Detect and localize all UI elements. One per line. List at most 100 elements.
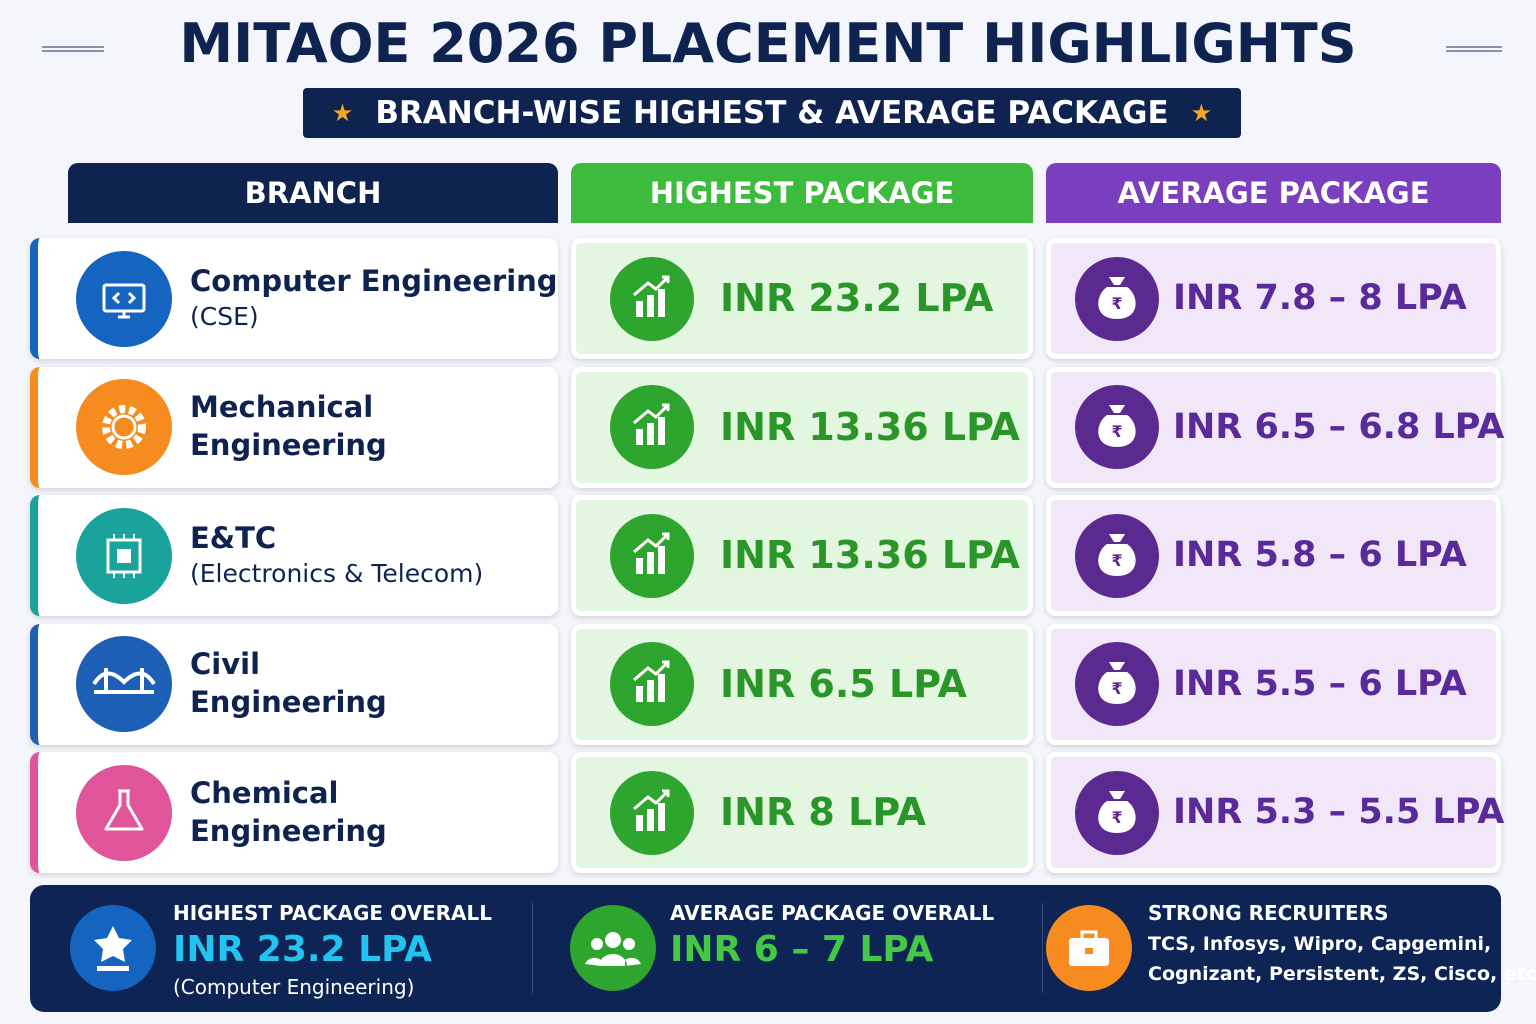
footer-value: INR 23.2 LPA [173,929,433,970]
footer-note: (Computer Engineering) [173,975,415,999]
footer-label: STRONG RECRUITERS [1148,901,1389,925]
icon [610,385,694,469]
icon [76,636,172,732]
title: MITAOE 2026 PLACEMENT HIGHLIGHTS [179,12,1357,75]
highest-cell: INR 23.2 LPA [571,238,1033,359]
decor-line [42,46,104,52]
branch-icon [76,764,172,861]
branch-cell: E&TC (Electronics & Telecom) [30,495,558,616]
footer-value: INR 6 – 7 LPA [670,929,934,970]
highest-value: INR 23.2 LPA [720,276,994,320]
svg-text:₹: ₹ [1111,422,1122,441]
highest-value: INR 13.36 LPA [720,533,1020,577]
footer-label: AVERAGE PACKAGE OVERALL [670,901,995,925]
column-header: AVERAGE PACKAGE [1046,163,1501,223]
average-value: INR 6.5 – 6.8 LPA [1173,406,1505,447]
icon [610,642,694,726]
icon [610,513,694,598]
chart-icon [610,770,694,855]
icon: ₹ [1075,642,1159,726]
bag-icon: ₹ [1075,770,1159,855]
icon: ₹ [1075,256,1159,341]
branch-cell: Mechanical Engineering [30,366,558,488]
icon [570,905,656,991]
footer-icon [70,905,156,991]
branch-line: Engineering [190,428,387,462]
highest-value: INR 6.5 LPA [720,661,967,706]
icon [76,764,172,861]
bag-icon: ₹ [1075,385,1159,469]
average-value: INR 5.8 – 6 LPA [1173,535,1467,575]
chart-icon [610,256,694,341]
footer-label: HIGHEST PACKAGE OVERALL [173,901,492,925]
bag-icon: ₹ [1075,256,1159,341]
icon [610,770,694,855]
branch-cell: Civil Engineering [30,623,558,745]
icon: ₹ [1075,385,1159,469]
branch-line: E&TC [190,521,277,556]
branch-cell: Chemical Engineering [30,752,558,873]
icon [76,250,172,347]
icon: ₹ [1075,770,1159,855]
branch-line: (CSE) [190,302,259,332]
branch-icon [76,636,172,732]
bag-icon: ₹ [1075,513,1159,598]
branch-line: Civil [190,647,261,682]
footer-icon [1046,905,1132,991]
divider [1042,903,1043,993]
highest-value: INR 8 LPA [720,790,927,834]
footer-line: Cognizant, Persistent, ZS, Cisco, etc. [1148,963,1536,985]
svg-text:₹: ₹ [1111,551,1122,570]
svg-text:₹: ₹ [1111,808,1122,827]
average-cell: ₹ INR 5.3 – 5.5 LPA [1046,752,1505,873]
branch-text: Chemical Engineering [190,752,387,873]
branch-text: Computer Engineering (CSE) [190,238,558,359]
column-header: BRANCH [68,163,558,223]
average-cell: ₹ INR 7.8 – 8 LPA [1046,238,1501,359]
branch-line: Engineering [190,813,387,848]
average-value: INR 7.8 – 8 LPA [1173,278,1467,318]
icon [610,256,694,341]
branch-line: Engineering [190,685,387,719]
average-value: INR 5.3 – 5.5 LPA [1173,792,1505,832]
branch-text: E&TC (Electronics & Telecom) [190,495,483,616]
average-value: INR 5.5 – 6 LPA [1173,663,1467,704]
highest-cell: INR 13.36 LPA [571,495,1033,616]
branch-line: Mechanical [190,390,374,425]
star: ★ [331,99,354,127]
average-cell: ₹ INR 6.5 – 6.8 LPA [1046,366,1505,488]
highest-cell: INR 6.5 LPA [571,623,1033,745]
svg-text:₹: ₹ [1111,679,1122,698]
icon [1046,905,1132,991]
icon [70,905,156,991]
icon [76,507,172,604]
star: ★ [1190,99,1213,127]
footer: HIGHEST PACKAGE OVERALL INR 23.2 LPA (Comp… [30,885,1536,1012]
highest-cell: INR 8 LPA [571,752,1033,873]
average-cell: ₹ INR 5.5 – 6 LPA [1046,623,1501,745]
subtitle-box: ★ BRANCH-WISE HIGHEST & AVERAGE PACKAGE … [303,88,1241,138]
chart-icon [610,513,694,598]
bag-icon: ₹ [1075,642,1159,726]
highest-cell: INR 13.36 LPA [571,366,1033,488]
subtitle: BRANCH-WISE HIGHEST & AVERAGE PACKAGE [375,95,1169,131]
branch-icon [76,507,172,604]
footer-line: TCS, Infosys, Wipro, Capgemini, [1148,933,1492,955]
column-header: HIGHEST PACKAGE [571,163,1033,223]
chart-icon [610,642,694,726]
branch-text: Civil Engineering [190,624,387,745]
highest-value: INR 13.36 LPA [720,404,1020,449]
decor-line [1446,46,1502,52]
footer-icon [570,905,656,991]
chart-icon [610,385,694,469]
branch-line: Chemical [190,775,339,810]
branch-line: (Electronics & Telecom) [190,559,484,589]
branch-icon [76,379,172,475]
icon [76,379,172,475]
branch-cell: Computer Engineering (CSE) [30,238,558,359]
svg-text:₹: ₹ [1111,294,1122,313]
branch-text: Mechanical Engineering [190,367,387,488]
average-cell: ₹ INR 5.8 – 6 LPA [1046,495,1501,616]
divider [532,903,533,993]
